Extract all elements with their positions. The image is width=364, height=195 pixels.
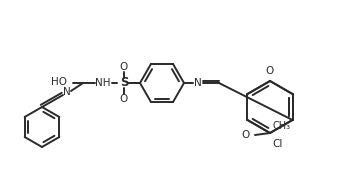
Text: O: O (120, 94, 128, 104)
Text: CH₃: CH₃ (272, 121, 290, 131)
Text: NH: NH (95, 78, 111, 88)
Text: O: O (120, 62, 128, 72)
Text: S: S (120, 76, 128, 90)
Text: O: O (242, 130, 250, 140)
Text: N: N (194, 78, 202, 88)
Text: Cl: Cl (272, 139, 282, 149)
Text: HO: HO (51, 77, 67, 87)
Text: O: O (266, 66, 274, 76)
Text: N: N (63, 87, 71, 97)
